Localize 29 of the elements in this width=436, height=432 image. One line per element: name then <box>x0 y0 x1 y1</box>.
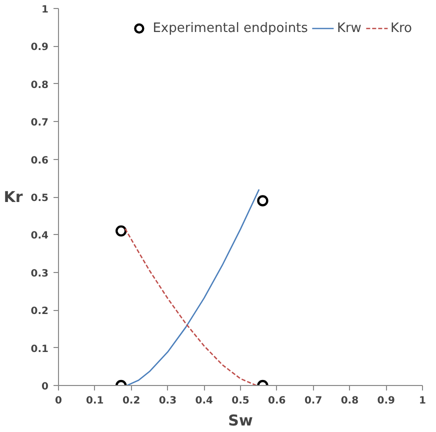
x-tick-label: 0.4 <box>195 396 213 406</box>
point <box>116 225 127 237</box>
x-tick-label: 0.9 <box>377 396 395 406</box>
x-axis-title: Sw <box>228 412 253 430</box>
y-tick-label: 0.4 <box>30 230 49 242</box>
y-tick-label: 0.3 <box>30 268 49 280</box>
y-tick-label: 0.7 <box>30 118 49 129</box>
x-tick-label: 0.2 <box>122 396 140 406</box>
y-tick-label: 0.6 <box>30 155 49 166</box>
y-tick-label: 0.5 <box>30 193 49 204</box>
x-tick-label: 0.3 <box>158 396 177 406</box>
y-tick-label: 1 <box>42 4 49 16</box>
y-tick-label: 0 <box>42 382 49 392</box>
legend-label: Kro <box>390 20 412 36</box>
legend-label: Experimental endpoints <box>152 20 308 36</box>
x-tick-label: 1 <box>419 396 426 406</box>
y-tick-label: 0.1 <box>30 344 49 355</box>
y-tick-label: 0.9 <box>30 42 49 54</box>
y-axis-title: Kr <box>4 188 24 206</box>
x-tick-label: 0.6 <box>268 396 286 406</box>
x-tick-label: 0 <box>55 396 62 406</box>
x-tick-label: 0.8 <box>340 396 359 406</box>
x-tick-label: 0.1 <box>86 396 104 406</box>
y-tick-label: 0.8 <box>30 80 49 91</box>
x-tick-label: 0.5 <box>232 396 250 406</box>
point <box>257 195 268 206</box>
x-tick-label: 0.7 <box>304 396 322 406</box>
legend-label: Krw <box>336 20 362 36</box>
y-tick-label: 0.2 <box>30 306 49 318</box>
